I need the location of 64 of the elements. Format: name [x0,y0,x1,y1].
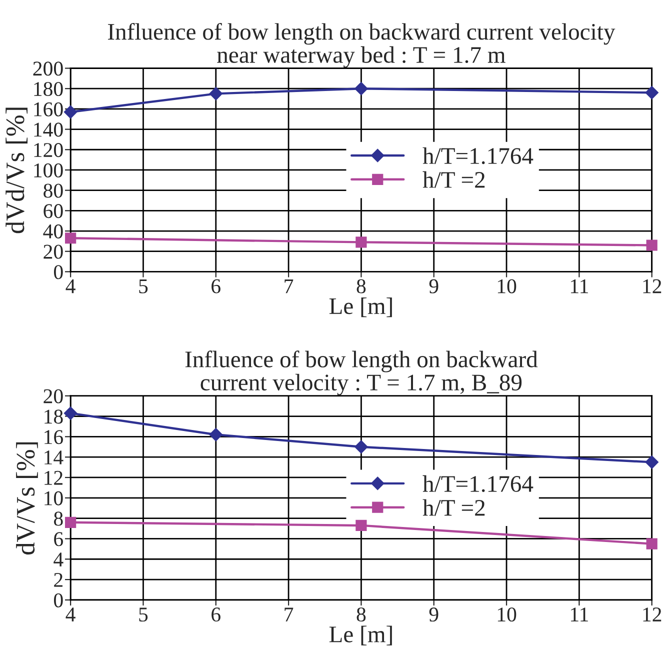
y-tick-label: 10 [44,491,63,506]
legend-label: h/T=1.1764 [422,147,534,164]
y-tick-label: 100 [34,163,63,178]
point [65,232,76,244]
point [64,406,78,420]
point [645,86,658,100]
chart-title: Influence of bow length on backward current velocity near waterway bed : T = 1.7 m [108,22,616,68]
point [209,428,222,442]
x-tick-label: 11 [570,279,588,294]
x-tick-label: 7 [284,608,294,622]
point [65,516,76,528]
y-tick-label: 20 [44,244,63,259]
y-tick-label: 2 [54,572,62,587]
y-axis-title: dVd/Vs [%] [6,108,28,234]
legend-label: h/T =2 [422,171,485,188]
y-tick-label: 6 [54,532,63,546]
y-tick-label: 160 [34,102,63,116]
y-tick-label: 20 [44,389,63,404]
x-tick-label: 12 [643,608,662,622]
point [646,240,658,251]
y-tick-label: 18 [44,410,63,424]
y-tick-label: 200 [33,62,63,76]
y-tick-label: 140 [34,122,63,137]
x-tick-label: 4 [66,608,76,622]
x-tick-label: 8 [356,279,366,294]
point [354,82,368,96]
x-tick-label: 5 [139,608,148,622]
x-tick-label: 10 [498,607,516,622]
x-tick-label: 8 [356,607,366,622]
x-tick-label: 9 [429,279,438,294]
y-tick-label: 0 [54,265,63,280]
legend-label: h/T =2 [422,499,485,516]
y-tick-label: 120 [34,143,63,158]
point [356,520,367,532]
y-tick-label: 16 [44,430,63,444]
y-tick-label: 60 [44,204,63,218]
x-tick-label: 6 [212,279,220,294]
y-tick-label: 40 [43,224,63,238]
x-tick-label: 11 [570,608,588,622]
point [209,87,222,100]
y-tick-label: 14 [44,450,64,464]
legend-label: h/T=1.1764 [422,475,534,492]
y-tick-label: 12 [44,470,62,485]
x-tick-label: 7 [284,279,294,294]
y-tick-label: 180 [34,82,63,96]
chart-title: Influence of bow length on backward current velocity : T = 1.7 m, B_89 [185,350,538,396]
y-axis-title: dV/Vs [%] [16,442,38,554]
x-tick-label: 6 [212,608,220,622]
x-tick-label: 4 [66,279,76,294]
x-tick-label: 5 [139,279,148,294]
y-tick-label: 4 [54,552,64,566]
x-axis-title: Le [m] [329,298,392,318]
x-axis-title: Le [m] [329,626,392,646]
y-tick-label: 80 [44,184,63,198]
x-tick-label: 10 [498,279,516,294]
point [646,538,658,550]
x-tick-label: 9 [429,608,438,622]
point [645,456,658,469]
y-tick-label: 0 [54,593,63,608]
y-tick-label: 8 [54,512,63,526]
point [64,105,78,119]
x-tick-label: 12 [643,279,662,294]
point [354,440,368,454]
point [356,236,367,248]
